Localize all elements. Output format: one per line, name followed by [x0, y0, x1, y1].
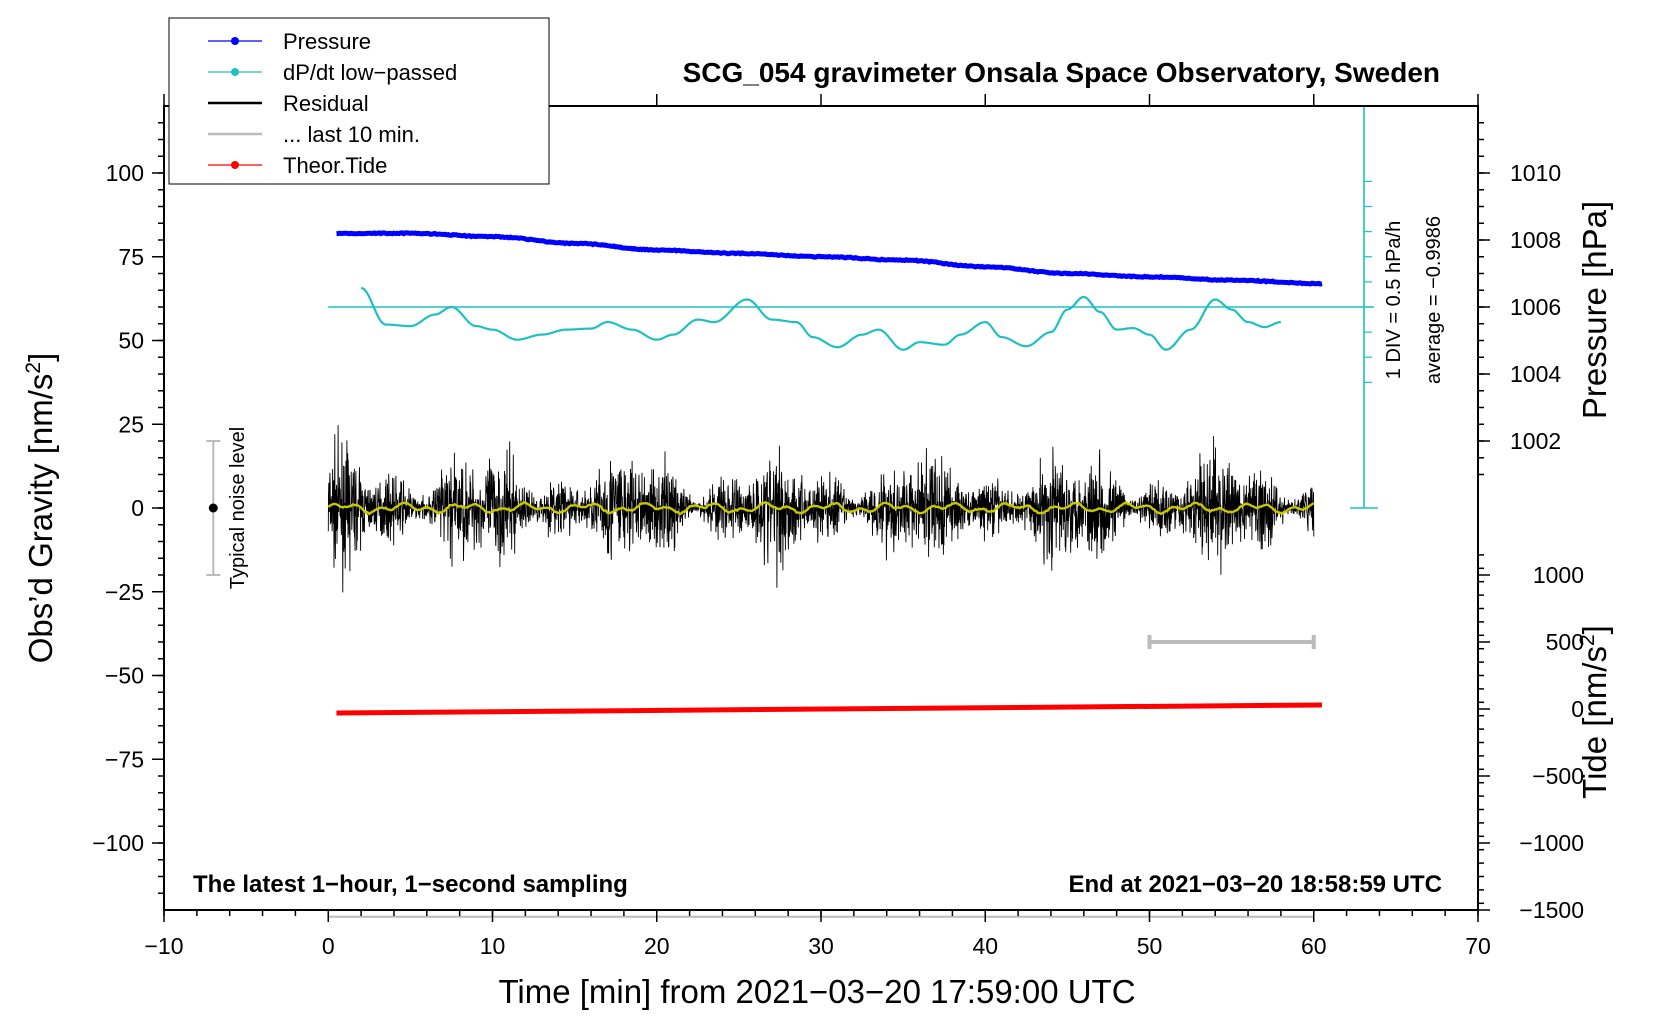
x-tick-label: 30	[808, 933, 834, 959]
legend-label: Theor.Tide	[283, 153, 387, 178]
legend-label: Residual	[283, 91, 369, 116]
pressure-tick-label: 1002	[1510, 428, 1561, 454]
bottom-right-note: End at 2021−03−20 18:58:59 UTC	[1068, 871, 1442, 898]
y-tick-label: 50	[118, 328, 144, 354]
dpdt-line	[360, 286, 1281, 351]
pressure-tick-label: 1004	[1510, 361, 1561, 387]
tide-axis-title: Tide [nm/s2]	[1576, 625, 1613, 799]
legend-label: ... last 10 min.	[283, 122, 420, 147]
dpdt-series	[328, 106, 1378, 509]
residual-line	[327, 425, 1315, 593]
legend-marker	[231, 161, 239, 169]
y-tick-label: −50	[105, 663, 144, 689]
tide-tick-label: −1500	[1519, 897, 1584, 923]
y-tick-label: 0	[131, 495, 144, 521]
legend: Pressure dP/dt low−passed Residual ... last…	[168, 17, 550, 185]
legend-box	[168, 17, 550, 185]
pressure-tick-label: 1006	[1510, 294, 1561, 320]
y-tick-label: 25	[118, 411, 144, 437]
annotations	[206, 440, 1316, 649]
axes: −10 0 10 20 30 40 50 60 701007550250−25−50−75−10…	[92, 94, 1584, 959]
y-tick-label: −100	[92, 830, 144, 856]
noise-level-label: Typical noise level	[227, 427, 249, 589]
noise-dot	[208, 503, 218, 513]
pressure-series	[336, 230, 1323, 287]
tide-line	[336, 702, 1322, 716]
x-tick-label: 40	[972, 933, 998, 959]
bottom-left-note: The latest 1−hour, 1−second sampling	[193, 871, 628, 898]
tide-tick-label: 0	[1571, 696, 1584, 722]
y-tick-label: −25	[105, 579, 144, 605]
x-tick-label: 70	[1465, 933, 1491, 959]
x-axis-title: Time [min] from 2021−03−20 17:59:00 UTC	[498, 973, 1135, 1010]
pressure-axis-title: Pressure [hPa]	[1576, 201, 1613, 419]
x-tick-label: 0	[322, 933, 335, 959]
y-tick-label: 100	[106, 160, 144, 186]
y-tick-label: 75	[118, 244, 144, 270]
chart-title: SCG_054 gravimeter Onsala Space Observat…	[683, 57, 1440, 88]
x-tick-label: 60	[1301, 933, 1327, 959]
y-tick-label: −75	[105, 746, 144, 772]
legend-label: dP/dt low−passed	[283, 60, 457, 85]
x-tick-label: −10	[144, 933, 183, 959]
pressure-tick-label: 1008	[1510, 227, 1561, 253]
tide-tick-label: −500	[1532, 763, 1584, 789]
tide-tick-label: 500	[1546, 629, 1584, 655]
legend-label: Pressure	[283, 29, 371, 54]
legend-marker	[231, 68, 239, 76]
y-axis-title: Obs’d Gravity [nm/s2]	[22, 353, 59, 664]
x-tick-label: 50	[1137, 933, 1163, 959]
tide-series	[336, 702, 1322, 716]
legend-marker	[231, 37, 239, 45]
tide-tick-label: 1000	[1533, 562, 1584, 588]
pressure-tick-label: 1010	[1510, 160, 1561, 186]
x-tick-label: 20	[644, 933, 670, 959]
pressure-line	[336, 230, 1323, 287]
dpdt-scale-label: 1 DIV = 0.5 hPa/h	[1383, 221, 1405, 379]
tide-tick-label: −1000	[1519, 830, 1584, 856]
residual-series	[327, 425, 1315, 593]
x-tick-label: 10	[480, 933, 506, 959]
dpdt-average-label: average = −0.9986	[1423, 216, 1445, 384]
residual-smoothed-line	[327, 501, 1315, 516]
residual-smoothed-series	[327, 501, 1315, 516]
